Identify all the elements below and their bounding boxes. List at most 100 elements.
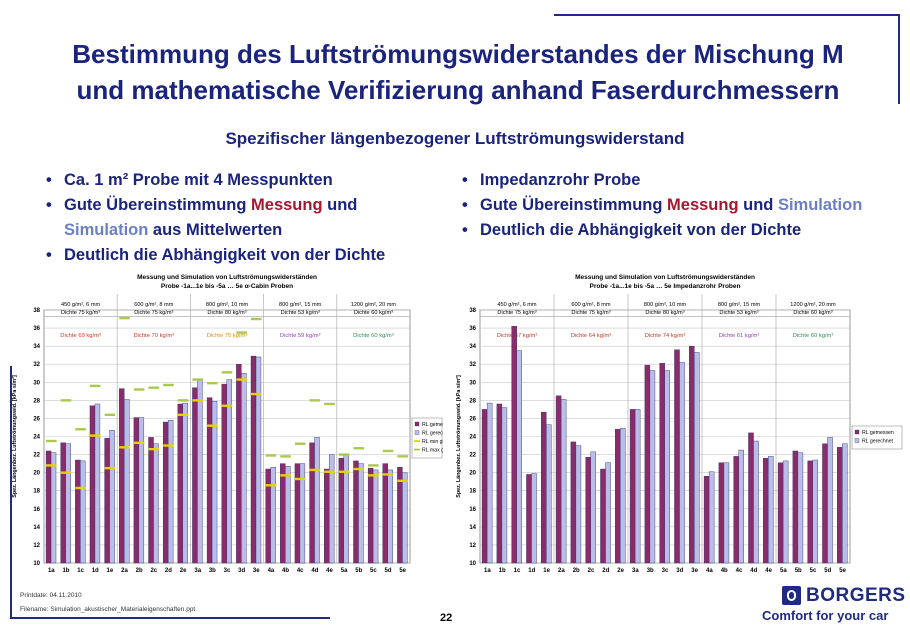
- marker-rl-max-gem: [133, 388, 145, 391]
- chart-legend: RL gemessen RL gerechnet RL min gem RL max …: [411, 417, 443, 459]
- marker-rl-max-gem: [338, 453, 350, 456]
- bar-rl-gerechnet: [560, 399, 567, 564]
- bar-rl-gerechnet: [531, 473, 537, 564]
- slide-subtitle: Spezifischer längenbezogener Luftströmun…: [225, 129, 685, 148]
- bar-rl-gemessen: [659, 363, 665, 564]
- bar-rl-gerechnet: [516, 350, 522, 564]
- bar-rl-gemessen: [807, 460, 813, 564]
- bar-rl-gemessen: [133, 417, 140, 564]
- bar-rl-gerechnet: [255, 356, 262, 564]
- bar-rl-gerechnet: [590, 451, 596, 564]
- y-tick-label: 10: [33, 561, 40, 567]
- y-axis-label: Spez. Längenbez. Luftströmungswid. [kPa …: [456, 375, 462, 498]
- page-number: 22: [440, 612, 453, 624]
- left-bullet-3: Deutlich die Abhängigkeit von der Dichte: [44, 243, 444, 268]
- bar-rl-gemessen: [280, 463, 286, 564]
- x-tick-label: 2c: [588, 568, 595, 574]
- x-tick-label: 1a: [48, 568, 55, 574]
- group-header-2: Dichte 75 kg/m³: [497, 310, 536, 316]
- group-header-1: 600 g/m², 8 mm: [134, 302, 174, 308]
- y-tick-label: 32: [33, 362, 40, 368]
- bar-rl-gemessen: [496, 403, 503, 564]
- marker-rl-min-gem: [382, 473, 394, 476]
- x-tick-label: 4e: [326, 568, 333, 574]
- x-tick-label: 3b: [209, 568, 216, 574]
- bullet-text: Deutlich die Abhängigkeit von der Dichte: [480, 221, 802, 239]
- bar-rl-gemessen: [585, 457, 591, 564]
- bar-rl-gerechnet: [620, 428, 626, 564]
- y-tick-label: 24: [33, 435, 40, 441]
- x-tick-label: 2e: [617, 568, 624, 574]
- y-tick-label: 36: [33, 326, 40, 332]
- x-tick-label: 1c: [77, 568, 84, 574]
- bar-rl-gemessen: [60, 442, 66, 564]
- legend-swatch: [854, 429, 860, 435]
- highlight-messung: Messung: [251, 196, 323, 214]
- bar-rl-gerechnet: [575, 445, 582, 564]
- legend-label: RL gerechnet: [862, 439, 894, 445]
- chart-subtitle: Probe -1a...1e bis -5a … 5e α-Cabin Prob…: [161, 283, 293, 290]
- x-tick-label: 4a: [706, 568, 713, 574]
- left-rule: [10, 366, 12, 618]
- x-tick-label: 1d: [92, 568, 99, 574]
- marker-rl-min-gem: [397, 479, 408, 482]
- bar-rl-gerechnet: [649, 370, 656, 564]
- x-tick-label: 3c: [662, 568, 669, 574]
- bar-rl-gerechnet: [50, 452, 57, 564]
- y-tick-label: 16: [33, 507, 40, 513]
- bar-rl-gemessen: [324, 468, 330, 564]
- legend-label: RL gemessen: [422, 422, 443, 428]
- slogan: Comfort for your car: [762, 608, 889, 623]
- bar-rl-gemessen: [511, 326, 517, 564]
- marker-rl-min-gem: [251, 392, 262, 396]
- marker-rl-min-gem: [338, 470, 350, 473]
- x-tick-label: 2b: [573, 568, 580, 574]
- group-density-label: Dichte 75 kg/m³: [207, 333, 248, 339]
- marker-rl-max-gem: [221, 371, 233, 374]
- x-tick-label: 3e: [691, 568, 698, 574]
- y-tick-label: 26: [469, 416, 476, 422]
- group-density-label: Dichte 64 kg/m³: [571, 333, 612, 339]
- x-tick-label: 5d: [824, 568, 831, 574]
- bar-rl-gerechnet: [270, 467, 276, 564]
- filename: Filename: Simulation_akustischer_Materia…: [20, 606, 196, 613]
- x-tick-label: 1e: [543, 568, 550, 574]
- bar-rl-gemessen: [644, 364, 651, 564]
- bar-rl-gemessen: [338, 457, 345, 564]
- bar-rl-gerechnet: [708, 471, 715, 564]
- x-tick-label: 5b: [355, 568, 362, 574]
- marker-rl-max-gem: [309, 399, 321, 402]
- borgers-logo: BORGERS: [782, 585, 905, 607]
- marker-rl-max-gem: [353, 447, 365, 450]
- y-tick-label: 12: [469, 543, 476, 549]
- highlight-messung: Messung: [667, 196, 739, 214]
- y-tick-label: 38: [469, 308, 476, 314]
- marker-rl-min-gem: [46, 464, 57, 467]
- bar-rl-gerechnet: [827, 437, 833, 564]
- marker-rl-min-gem: [89, 434, 101, 437]
- marker-rl-min-gem: [265, 484, 277, 487]
- group-density-label: Dichte 74 kg/m³: [645, 333, 686, 339]
- group-header-1: 450 g/m², 6 mm: [497, 302, 537, 308]
- borgers-logo-icon: [782, 586, 801, 605]
- x-tick-label: 3b: [647, 568, 654, 574]
- group-density-label: Dichte 69 kg/m³: [60, 333, 101, 339]
- x-tick-label: 1c: [514, 568, 521, 574]
- group-header-1: 600 g/m², 8 mm: [571, 302, 611, 308]
- y-tick-label: 28: [469, 398, 476, 404]
- bar-rl-gemessen: [119, 388, 125, 564]
- bar-rl-gerechnet: [501, 407, 508, 564]
- bullet-text: und: [738, 196, 778, 214]
- bar-rl-gemessen: [674, 349, 680, 564]
- legend-label: RL gemessen: [862, 430, 894, 436]
- bar-rl-gemessen: [629, 409, 636, 564]
- marker-rl-max-gem: [163, 383, 174, 387]
- x-tick-label: 1b: [499, 568, 506, 574]
- bar-rl-gerechnet: [182, 402, 188, 564]
- bar-rl-gemessen: [367, 467, 374, 564]
- bar-rl-gerechnet: [797, 452, 804, 564]
- x-tick-label: 5c: [810, 568, 817, 574]
- x-tick-label: 5c: [370, 568, 377, 574]
- bar-rl-gerechnet: [109, 429, 115, 564]
- x-tick-label: 2e: [180, 568, 187, 574]
